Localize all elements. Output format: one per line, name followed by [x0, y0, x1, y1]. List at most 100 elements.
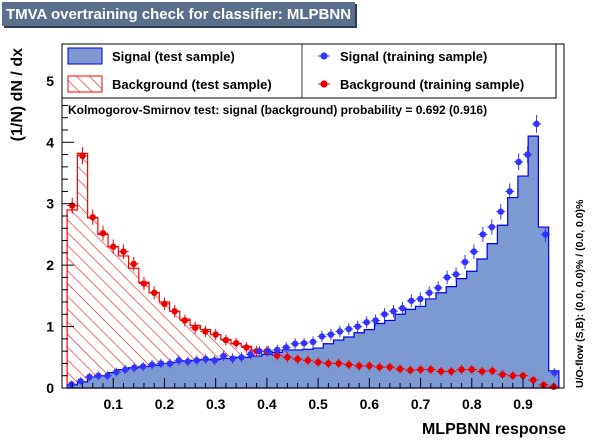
x-tick-label: 0.9: [513, 396, 533, 412]
x-tick-label: 0.2: [155, 396, 175, 412]
signal-training-point: [434, 284, 442, 292]
signal-training-point: [461, 258, 469, 266]
background-training-point: [386, 363, 394, 371]
background-training-point: [140, 280, 148, 287]
signal-training-point: [68, 381, 75, 388]
signal-training-point: [443, 274, 451, 281]
x-tick-label: 0.8: [462, 396, 482, 412]
background-training-point: [530, 376, 537, 384]
signal-training-point: [282, 344, 290, 351]
legend-signal-training-label: Signal (training sample): [340, 49, 487, 64]
overflow-label: U/O-flow (S,B): (0.0, 0.0)% / (0.0, 0.0)…: [574, 199, 586, 388]
signal-training-point: [399, 304, 406, 312]
signal-training-point: [524, 151, 531, 158]
signal-training-point: [452, 271, 460, 278]
background-training-point: [437, 368, 445, 375]
signal-training-point: [488, 223, 496, 231]
signal-training-point: [157, 360, 165, 367]
legend-signal-test-swatch: [67, 47, 103, 65]
signal-training-point: [390, 308, 397, 315]
signal-training-point: [265, 347, 272, 355]
background-training-point: [396, 365, 404, 373]
x-tick-label: 0.1: [103, 396, 123, 412]
y-tick-label: 4: [46, 134, 54, 150]
background-training-point: [99, 230, 107, 237]
background-training-point: [417, 366, 424, 373]
background-training-point: [171, 308, 178, 315]
signal-training-point: [345, 325, 352, 333]
background-training-point: [499, 371, 506, 378]
legend-background-test-label: Background (test sample): [112, 77, 272, 92]
signal-training-point: [193, 357, 200, 364]
background-training-point: [335, 360, 342, 367]
y-tick-label: 2: [46, 257, 54, 273]
signal-training-point: [291, 340, 299, 347]
background-training-point: [243, 344, 250, 351]
ks-test-annotation: Kolmogorov-Smirnov test: signal (backgro…: [68, 103, 487, 117]
signal-training-point: [122, 366, 129, 373]
background-training-point: [202, 328, 209, 335]
signal-training-point: [542, 231, 549, 238]
signal-training-point: [417, 295, 424, 303]
signal-training-point: [202, 355, 209, 363]
background-training-point: [191, 324, 199, 331]
background-training-point: [325, 360, 332, 367]
signal-training-point: [77, 378, 84, 385]
background-training-point: [161, 300, 168, 308]
background-training-point: [458, 366, 465, 373]
signal-training-point: [130, 364, 138, 371]
background-training-point: [468, 366, 475, 373]
background-training-point: [294, 355, 301, 363]
background-training-point: [304, 357, 312, 364]
background-training-point: [427, 366, 435, 373]
background-training-point: [151, 289, 158, 296]
y-tick-label: 3: [46, 196, 54, 212]
background-training-point: [366, 362, 373, 370]
signal-test-histogram: [66, 135, 560, 389]
signal-training-point: [381, 311, 388, 318]
signal-training-point: [363, 319, 370, 326]
signal-training-point: [309, 338, 317, 346]
signal-training-point: [95, 372, 102, 379]
background-training-point: [79, 152, 86, 159]
signal-training-point: [247, 351, 254, 358]
background-training-point: [284, 354, 291, 361]
signal-training-point: [533, 120, 540, 128]
signal-training-point: [175, 357, 183, 364]
background-training-point: [509, 372, 516, 379]
background-training-point: [345, 361, 353, 368]
y-tick-label: 1: [46, 319, 54, 335]
signal-training-point: [327, 331, 335, 338]
page-title: TMVA overtraining check for classifier: …: [5, 5, 352, 23]
signal-training-point: [148, 361, 156, 368]
x-tick-label: 0.5: [308, 396, 328, 412]
signal-training-point: [86, 373, 93, 381]
signal-training-point: [139, 363, 147, 370]
signal-training-points: [67, 115, 559, 388]
x-tick-label: 0.4: [257, 396, 277, 412]
signal-training-point: [470, 248, 478, 255]
background-training-point: [181, 317, 189, 324]
signal-training-point: [426, 289, 433, 296]
background-training-point: [110, 243, 117, 250]
background-training-point: [376, 363, 383, 371]
signal-training-point: [515, 158, 522, 166]
background-training-point: [355, 362, 363, 370]
legend: Signal (test sample) Signal (training sa…: [61, 43, 557, 99]
signal-training-point: [318, 333, 326, 340]
signal-test-bars: [66, 135, 560, 389]
signal-training-point: [372, 317, 379, 324]
x-axis-title: MLPBNN response: [422, 421, 566, 438]
background-training-point: [273, 352, 281, 359]
x-tick-label: 0.7: [411, 396, 431, 412]
signal-training-point: [506, 188, 513, 195]
x-tick-label: 0.6: [360, 396, 380, 412]
signal-training-point: [113, 368, 120, 376]
background-training-point: [232, 339, 240, 347]
background-training-point: [130, 260, 137, 268]
signal-training-point: [300, 339, 308, 347]
background-training-point: [489, 367, 496, 374]
background-training-point: [222, 336, 230, 344]
